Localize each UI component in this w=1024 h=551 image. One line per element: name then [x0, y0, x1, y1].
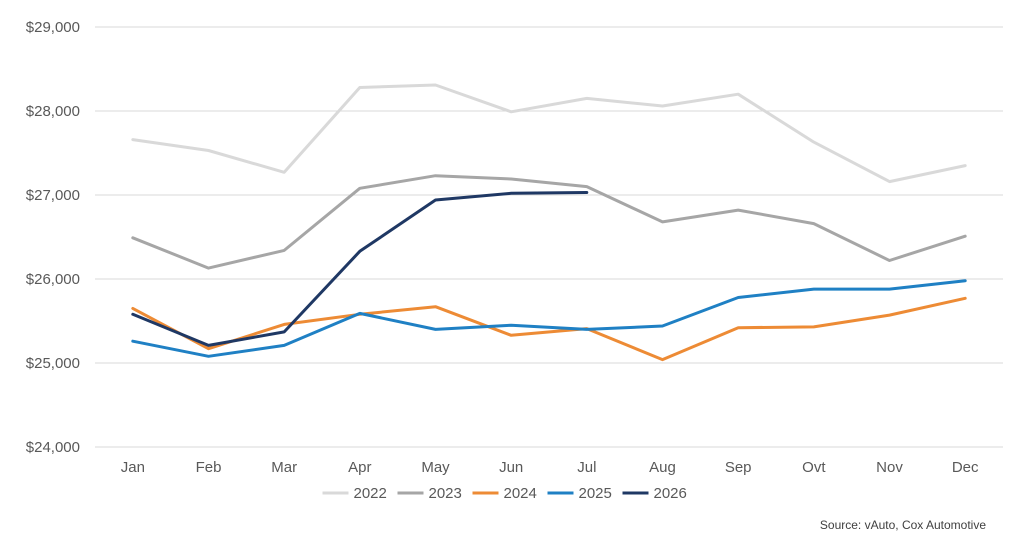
series-line-2024: [131, 296, 967, 362]
x-tick-label: Nov: [876, 459, 903, 476]
x-axis-ticks: Jan Feb Mar Apr May Jun Jul Aug Sep Ovt Nov Dec: [121, 459, 979, 476]
legend-label: 2025: [579, 485, 612, 502]
legend-item-2025: 2025: [547, 485, 612, 502]
series-line-2023: [131, 174, 967, 270]
x-tick-label: Jan: [121, 459, 145, 476]
x-tick-label: Ovt: [802, 459, 826, 476]
x-tick-label: May: [421, 459, 450, 476]
legend-item-2026: 2026: [622, 485, 687, 502]
y-axis-ticks: $24,000 $25,000 $26,000 $27,000 $28,000 $29,0…: [26, 19, 80, 456]
legend: 2022 2023 2024 2025 2026: [322, 485, 687, 502]
x-tick-label: Dec: [952, 459, 979, 476]
x-tick-label: Aug: [649, 459, 676, 476]
x-tick-label: Jun: [499, 459, 523, 476]
source-note: Source: vAuto, Cox Automotive: [819, 518, 986, 532]
y-tick-label: $26,000: [26, 271, 80, 288]
legend-label: 2023: [429, 485, 462, 502]
y-tick-label: $28,000: [26, 103, 80, 120]
x-tick-label: Apr: [348, 459, 371, 476]
x-tick-label: Feb: [196, 459, 222, 476]
x-tick-label: Mar: [271, 459, 297, 476]
legend-item-2022: 2022: [322, 485, 387, 502]
series-lines: [131, 83, 967, 362]
y-tick-label: $24,000: [26, 439, 80, 456]
legend-label: 2022: [354, 485, 387, 502]
series-line-2022: [131, 83, 967, 184]
series-line-2025: [131, 279, 967, 358]
legend-label: 2026: [654, 485, 687, 502]
x-tick-label: Sep: [725, 459, 752, 476]
series-line-2026: [131, 191, 589, 347]
legend-item-2024: 2024: [472, 485, 537, 502]
y-tick-label: $25,000: [26, 355, 80, 372]
gridlines: [95, 26, 1003, 448]
x-tick-label: Jul: [577, 459, 596, 476]
legend-label: 2024: [504, 485, 537, 502]
y-tick-label: $27,000: [26, 187, 80, 204]
legend-item-2023: 2023: [397, 485, 462, 502]
y-tick-label: $29,000: [26, 19, 80, 36]
